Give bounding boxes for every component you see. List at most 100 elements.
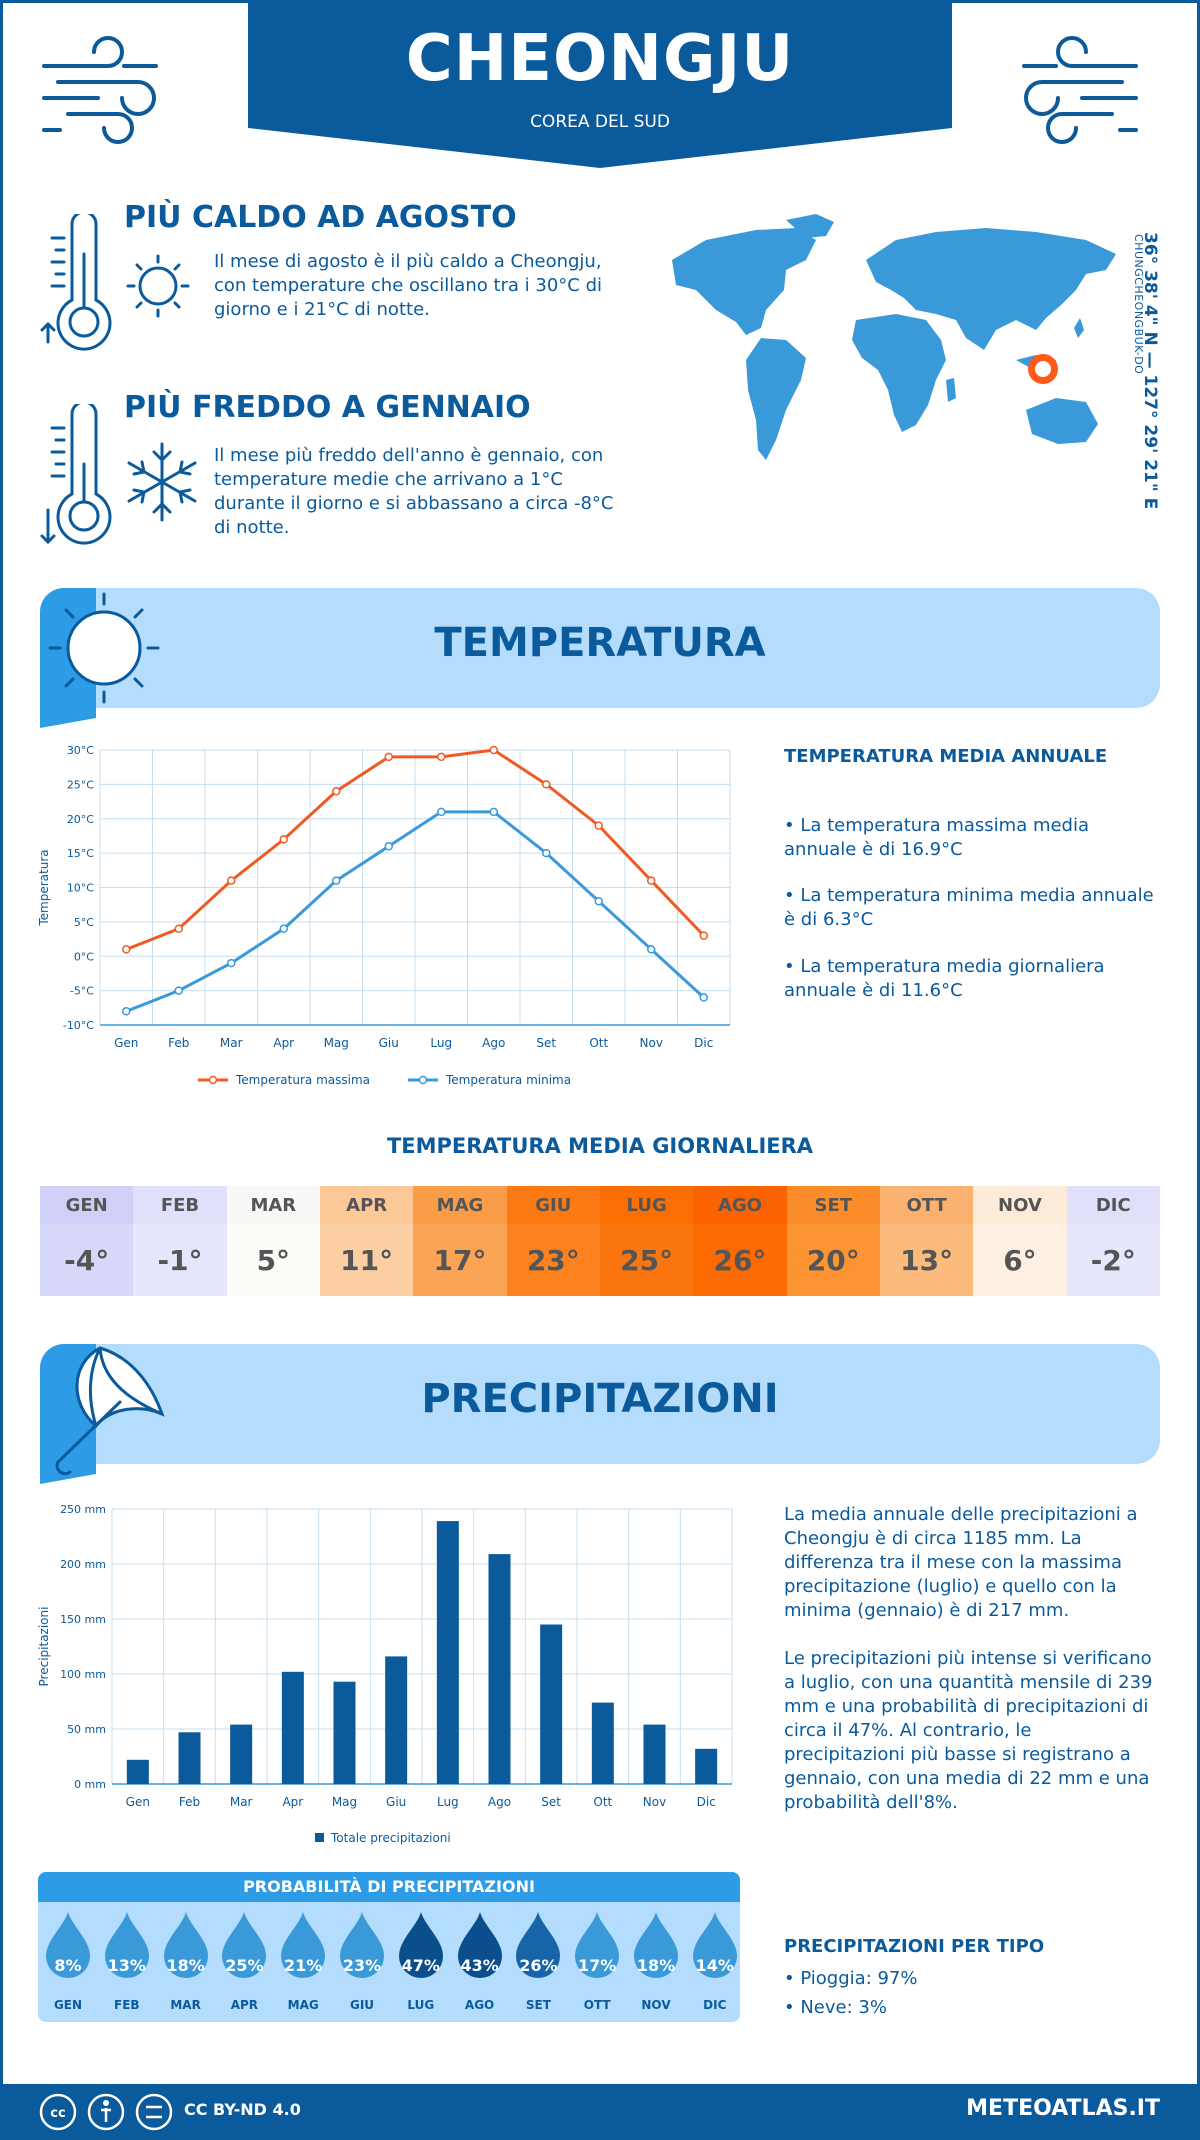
data-point: [699, 931, 708, 940]
data-point: [542, 848, 551, 858]
y-tick-label: 0 mm: [74, 1778, 106, 1791]
data-point: [227, 958, 236, 968]
temperature-bullet-max: • La temperatura massima media annuale è…: [784, 815, 1090, 860]
data-point: [699, 993, 708, 1002]
x-tick-label: Ago: [482, 1036, 505, 1050]
daily-temperature-value: 20°: [786, 1224, 880, 1296]
daily-temperature-value: 13°: [879, 1224, 974, 1296]
data-point: [279, 924, 288, 933]
raindrop-icon: [104, 1912, 149, 1978]
raindrop-icon: [163, 1912, 208, 1978]
raindrop-icon: [692, 1912, 737, 1978]
daily-cell: APR 11°: [319, 1186, 414, 1296]
daily-month-label: SET: [786, 1186, 880, 1224]
data-point: [437, 752, 446, 762]
y-axis-label: Temperatura: [37, 849, 51, 926]
y-tick-label: 5°C: [74, 916, 94, 929]
data-point: [122, 945, 131, 954]
daily-month-label: GIU: [506, 1186, 600, 1224]
bar: [643, 1724, 666, 1784]
daily-temperature-value: 25°: [599, 1224, 694, 1296]
coordinates: 36° 38' 4" N — 127° 29' 21" E: [1140, 232, 1160, 510]
daily-cell: LUG 25°: [599, 1186, 694, 1296]
bar: [695, 1748, 718, 1784]
x-tick-label: Apr: [282, 1795, 303, 1809]
x-tick-label: Mag: [324, 1036, 349, 1050]
precipitation-probability-title: PROBABILITÀ DI PRECIPITAZIONI: [38, 1872, 740, 1902]
precipitation-title: PRECIPITAZIONI: [421, 1376, 779, 1422]
x-tick-label: Nov: [640, 1036, 663, 1050]
probability-value: 25%: [225, 1956, 264, 1975]
x-tick-label: Dic: [697, 1795, 716, 1809]
probability-month-label: FEB: [114, 1998, 140, 2012]
precipitation-chart: 250 mm 200 mm 150 mm 100 mm 50 mm 0 mm Gen Feb M…: [37, 1503, 733, 1845]
daily-temperature-value: 5°: [226, 1224, 320, 1296]
x-tick-label: Nov: [643, 1795, 666, 1809]
probability-value: 23%: [342, 1956, 382, 1975]
raindrop-icon: [46, 1912, 90, 1978]
raindrop-icon: [575, 1912, 620, 1978]
daily-month-label: FEB: [133, 1186, 227, 1224]
sun-icon: [40, 588, 160, 728]
raindrop-icon: [457, 1912, 502, 1978]
daily-month-label: MAG: [413, 1186, 507, 1224]
data-point: [647, 876, 656, 885]
daily-temperature-value: -1°: [133, 1224, 227, 1296]
x-tick-label: Set: [541, 1795, 561, 1809]
bar: [230, 1724, 253, 1784]
license-text: CC BY-ND 4.0: [184, 2100, 301, 2119]
city-title: CHEONGJU: [405, 22, 795, 96]
data-point: [647, 945, 656, 954]
data-point: [437, 807, 446, 817]
hot-title: PIÙ CALDO AD AGOSTO: [124, 200, 517, 235]
daily-cell: OTT 13°: [879, 1186, 974, 1296]
x-tick-label: Feb: [168, 1036, 189, 1050]
y-tick-label: -5°C: [70, 985, 94, 998]
daily-cell: NOV 6°: [973, 1186, 1067, 1296]
license-icons: cc: [39, 2093, 173, 2131]
region-name: CHUNGCHEONGBUK-DO: [1132, 234, 1145, 375]
bar: [333, 1681, 356, 1784]
x-tick-label: Ott: [589, 1036, 608, 1050]
x-tick-label: Lug: [430, 1036, 452, 1050]
x-tick-label: Giu: [386, 1795, 406, 1809]
probability-value: 17%: [578, 1956, 617, 1975]
raindrop-icon: [222, 1912, 267, 1978]
probability-month-label: NOV: [641, 1998, 671, 2012]
daily-temperature-value: 26°: [693, 1224, 787, 1296]
svg-text:cc: cc: [50, 2106, 65, 2121]
probability-value: 21%: [284, 1956, 323, 1975]
daily-month-label: MAR: [226, 1186, 320, 1224]
daily-month-label: AGO: [693, 1186, 787, 1224]
daily-month-label: APR: [319, 1186, 414, 1224]
probability-month-label: OTT: [583, 1998, 611, 2012]
site-name[interactable]: METEOATLAS.IT: [966, 2096, 1160, 2121]
daily-month-label: NOV: [973, 1186, 1067, 1224]
probability-month-label: MAR: [170, 1998, 201, 2012]
data-point: [542, 780, 551, 789]
y-tick-label: 200 mm: [60, 1558, 106, 1571]
probability-month-label: GIU: [349, 1998, 375, 2012]
bar: [591, 1702, 614, 1784]
y-tick-label: 25°C: [67, 778, 94, 791]
x-tick-label: Giu: [379, 1036, 399, 1050]
series-line: [125, 810, 705, 1013]
y-tick-label: 100 mm: [60, 1668, 106, 1681]
probability-value: 13%: [107, 1956, 146, 1975]
daily-cell: AGO 26°: [693, 1186, 787, 1296]
data-point: [227, 876, 236, 885]
data-point: [279, 835, 288, 844]
bar: [385, 1656, 408, 1784]
x-tick-label: Mag: [332, 1795, 357, 1809]
probability-value: 14%: [695, 1956, 734, 1975]
cold-title: PIÙ FREDDO A GENNAIO: [124, 390, 531, 425]
bar: [281, 1671, 304, 1784]
raindrop-icon: [398, 1912, 443, 1978]
daily-cell: MAR 5°: [226, 1186, 320, 1296]
daily-temperature-table: GEN -4° FEB -1° MAR 5° APR 11° MAG 17° GIU 23° LUG 25…: [40, 1186, 1160, 1296]
probability-month-label: APR: [230, 1998, 259, 2012]
wind-icon: [42, 36, 158, 144]
x-tick-label: Set: [536, 1036, 556, 1050]
x-tick-label: Dic: [694, 1036, 713, 1050]
daily-temperature-value: 23°: [506, 1224, 600, 1296]
